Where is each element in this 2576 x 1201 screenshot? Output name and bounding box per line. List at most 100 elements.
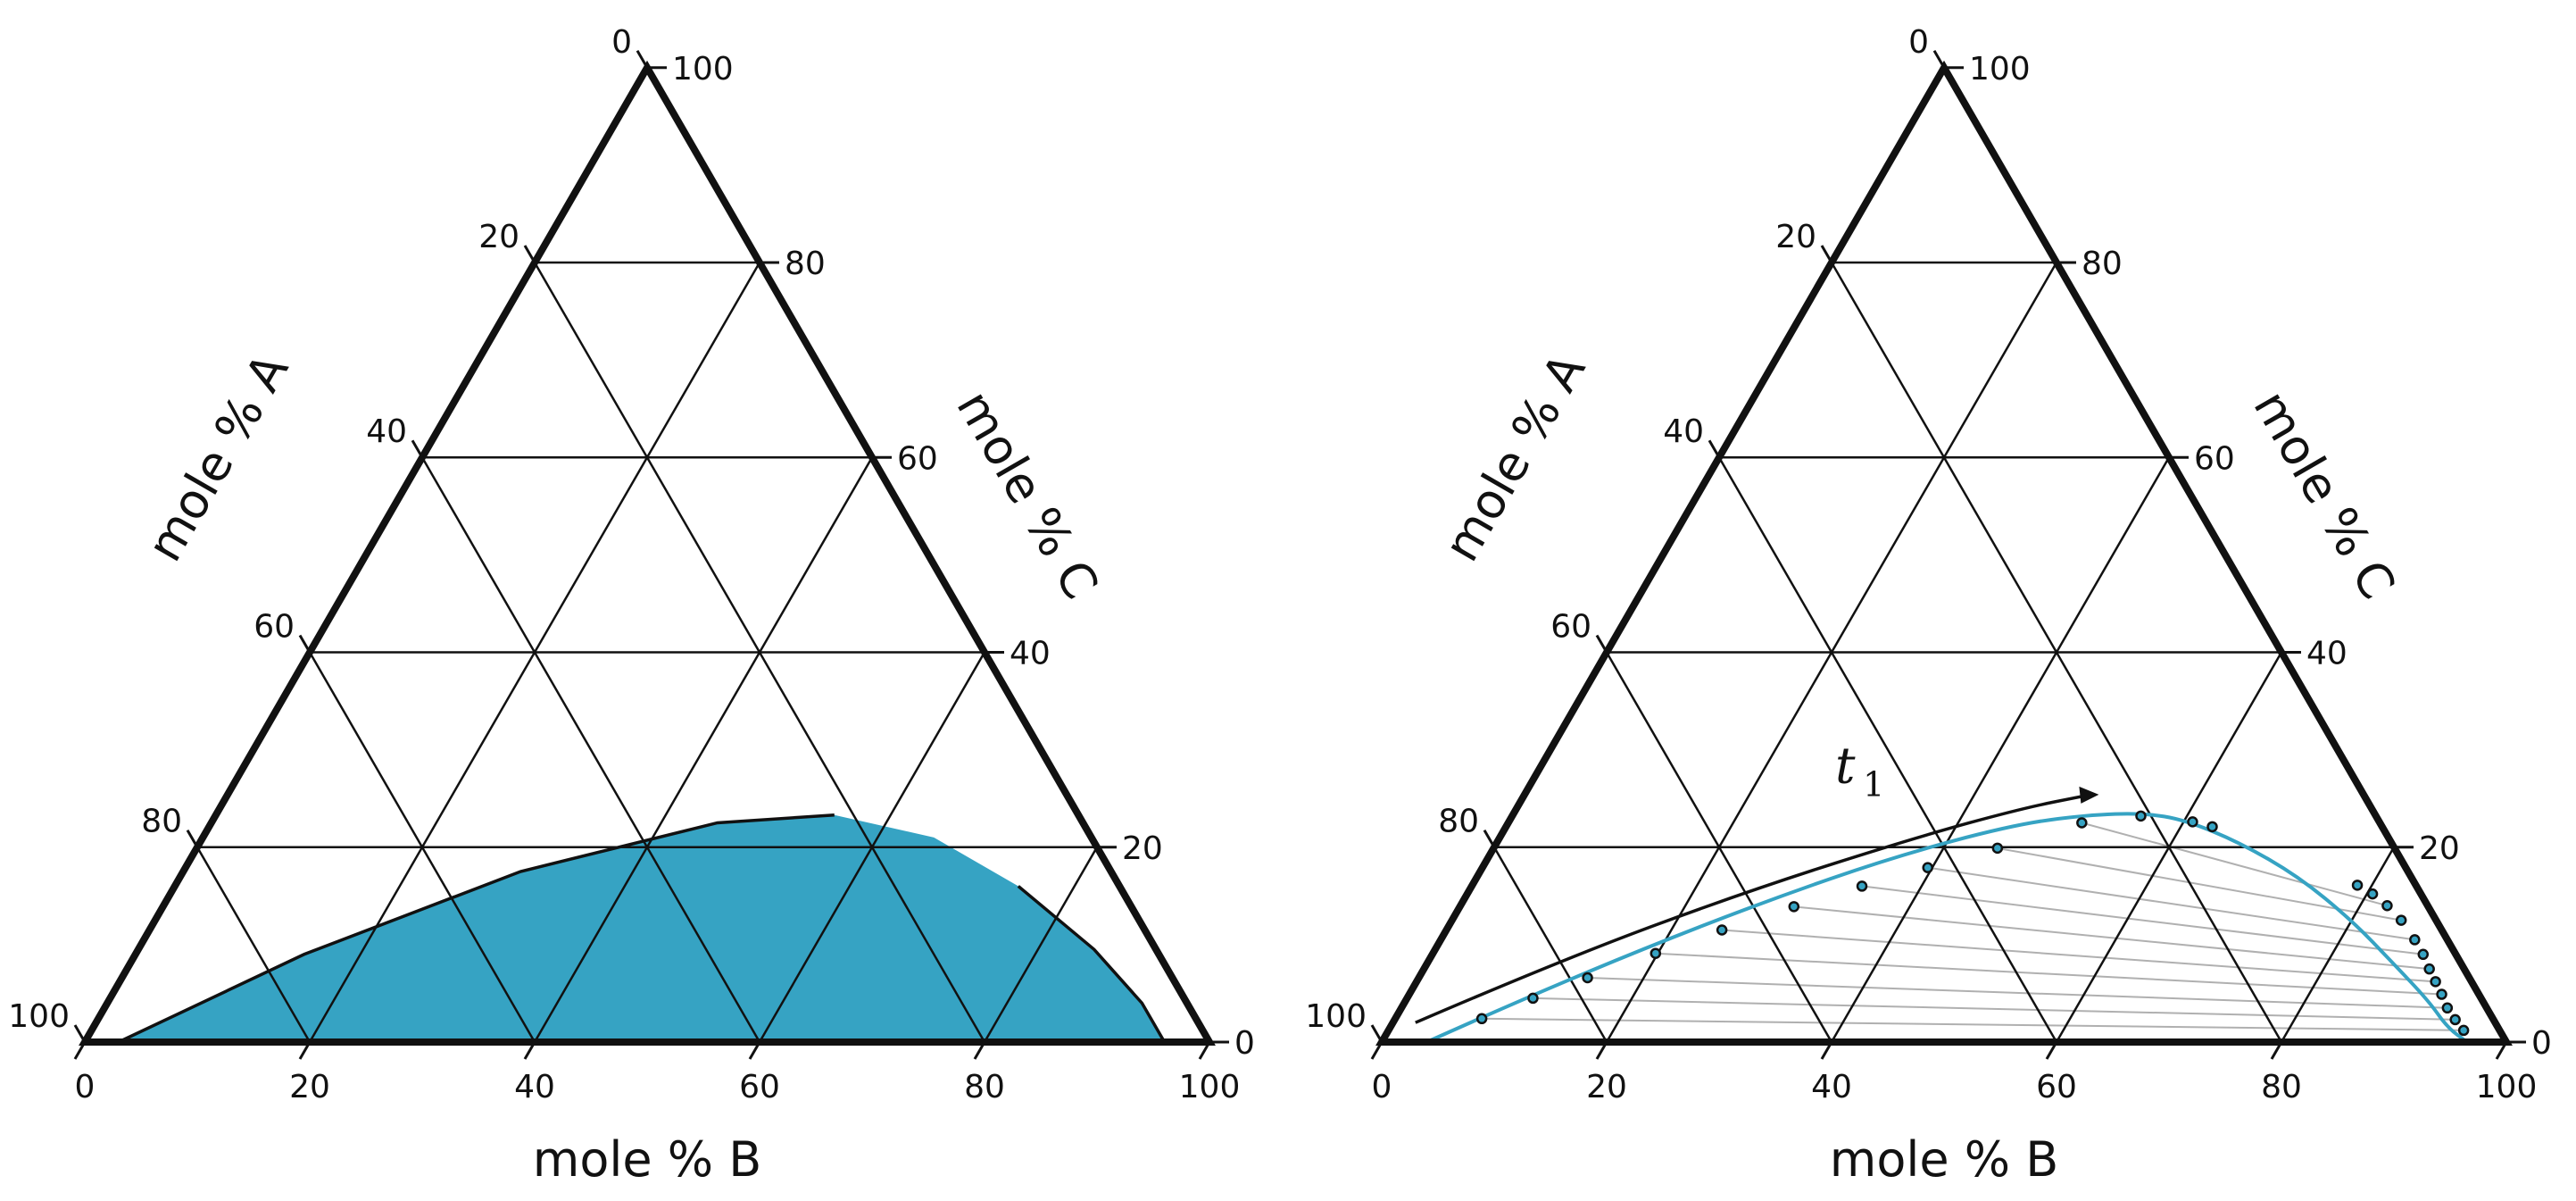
- tie-line: [1927, 866, 2415, 941]
- bottom-tick-label: 0: [1372, 1069, 1392, 1105]
- arrow-head: [2079, 786, 2099, 804]
- bottom-tick: [523, 1041, 536, 1060]
- data-point: [2417, 948, 2430, 961]
- bottom-tick: [298, 1041, 312, 1060]
- right-tick-label: 60: [897, 440, 938, 477]
- data-point: [1788, 901, 1800, 913]
- data-point: [1527, 992, 1539, 1005]
- right-tick-label: 40: [1010, 636, 1051, 672]
- data-point: [2409, 934, 2421, 946]
- triangle-frame: [79, 60, 1216, 1046]
- bottom-tick: [2495, 1041, 2508, 1060]
- right-axis-title: mole % C: [945, 381, 1109, 608]
- left-axis-title: mole % A: [1433, 344, 1597, 571]
- right-axis-title: mole % C: [2242, 381, 2406, 608]
- data-point: [1856, 880, 1868, 892]
- data-point: [2351, 880, 2364, 891]
- grid-line-b-60: [758, 651, 986, 1043]
- arrow-label: t: [1835, 737, 1856, 795]
- bottom-tick-label: 20: [289, 1069, 330, 1105]
- left-tick-label: 20: [1775, 219, 1816, 255]
- left-tick: [1708, 439, 1721, 459]
- grid-line-a-60: [1605, 651, 1833, 1043]
- grid-line-a-40: [420, 456, 761, 1043]
- tie-line: [1997, 847, 2402, 922]
- right-tick-label: 0: [1234, 1025, 1255, 1062]
- right-tick-label: 60: [2194, 440, 2235, 477]
- data-point: [2076, 817, 2088, 829]
- tie-line: [1861, 885, 2423, 955]
- data-point: [1991, 842, 2004, 855]
- right-tick-label: 20: [2419, 830, 2460, 867]
- left-tick-label: 40: [1663, 413, 1704, 450]
- data-point: [2430, 976, 2441, 988]
- data-point: [1475, 1013, 1488, 1025]
- right-tick-label: 80: [2082, 246, 2123, 282]
- bottom-tick: [1370, 1041, 1384, 1060]
- binodal-curve: [1425, 812, 2469, 1044]
- left-tick: [298, 634, 312, 654]
- bottom-tick-label: 40: [1811, 1069, 1852, 1105]
- bottom-axis-title: mole % B: [533, 1131, 762, 1188]
- left-tick: [411, 439, 424, 459]
- left-tick-label: 40: [366, 413, 407, 450]
- bottom-tick-label: 60: [2036, 1069, 2077, 1105]
- arrow-label-subscript: 1: [1863, 764, 1884, 804]
- progression-arrow: [1415, 794, 2087, 1024]
- bottom-tick-label: 80: [964, 1069, 1005, 1105]
- grid-line-a-80: [1492, 847, 1608, 1043]
- left-tick: [1932, 50, 1946, 69]
- region-boundary-left: [118, 813, 835, 1044]
- ternary-chart-right: t 1000202020404040606060808080100100100mo…: [1305, 24, 2552, 1188]
- grid-line-a-80: [195, 847, 312, 1043]
- data-point: [2457, 1024, 2470, 1037]
- left-tick-label: 20: [478, 219, 519, 255]
- left-tick: [1595, 634, 1608, 654]
- bottom-tick-label: 60: [739, 1069, 780, 1105]
- right-tick-label: 40: [2306, 636, 2347, 672]
- data-point: [2436, 988, 2447, 1000]
- left-tick: [1820, 245, 1833, 263]
- bottom-tick: [748, 1041, 761, 1060]
- data-point: [1582, 972, 1593, 984]
- data-point: [2395, 914, 2407, 926]
- grid-line-b-80: [2280, 847, 2396, 1043]
- two-phase-region: [118, 814, 1165, 1042]
- data-point: [2381, 899, 2393, 912]
- left-tick-label: 100: [1305, 998, 1367, 1035]
- left-tick-label: 60: [253, 608, 295, 645]
- bottom-tick-label: 20: [1586, 1069, 1627, 1105]
- left-tick-label: 80: [141, 804, 182, 840]
- grid-line-b-60: [2055, 651, 2283, 1043]
- left-tick-label: 80: [1438, 804, 1479, 840]
- left-tick-label: 100: [8, 998, 70, 1035]
- left-tick: [186, 829, 199, 848]
- bottom-tick-label: 100: [1179, 1069, 1241, 1105]
- right-tick-label: 80: [785, 246, 826, 282]
- right-tick-label: 0: [2531, 1025, 2552, 1062]
- bottom-tick-label: 100: [2476, 1069, 2538, 1105]
- left-tick: [1483, 829, 1496, 848]
- left-tick: [1370, 1024, 1384, 1043]
- left-tick: [523, 245, 536, 263]
- data-point: [1716, 924, 1728, 936]
- bottom-tick-label: 0: [75, 1069, 96, 1105]
- left-tick-label: 0: [1908, 24, 1929, 61]
- data-point: [2366, 888, 2379, 900]
- data-point: [1649, 947, 1662, 959]
- right-tick-label: 100: [672, 51, 734, 88]
- data-point: [2441, 1002, 2454, 1014]
- tie-line: [1793, 905, 2430, 971]
- bottom-tick: [2045, 1041, 2058, 1060]
- left-tick-label: 60: [1550, 608, 1591, 645]
- tie-line: [2082, 822, 2388, 907]
- bottom-tick-label: 80: [2261, 1069, 2302, 1105]
- grid-line-b-80: [983, 847, 1099, 1043]
- data-point: [1922, 862, 1933, 873]
- bottom-tick: [1198, 1041, 1211, 1060]
- tie-line: [1722, 929, 2436, 983]
- bottom-tick: [73, 1041, 87, 1060]
- tie-line: [1482, 1017, 2464, 1031]
- bottom-tick: [1820, 1041, 1833, 1060]
- data-point: [2187, 816, 2198, 828]
